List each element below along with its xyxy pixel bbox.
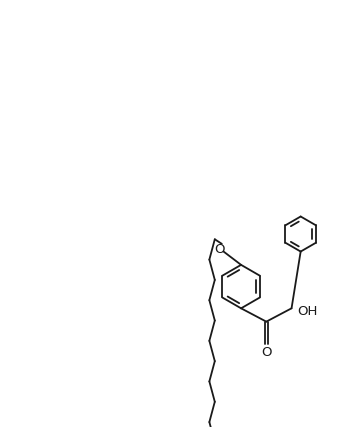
Text: O: O <box>261 345 272 358</box>
Text: O: O <box>214 242 225 255</box>
Text: OH: OH <box>297 304 317 317</box>
